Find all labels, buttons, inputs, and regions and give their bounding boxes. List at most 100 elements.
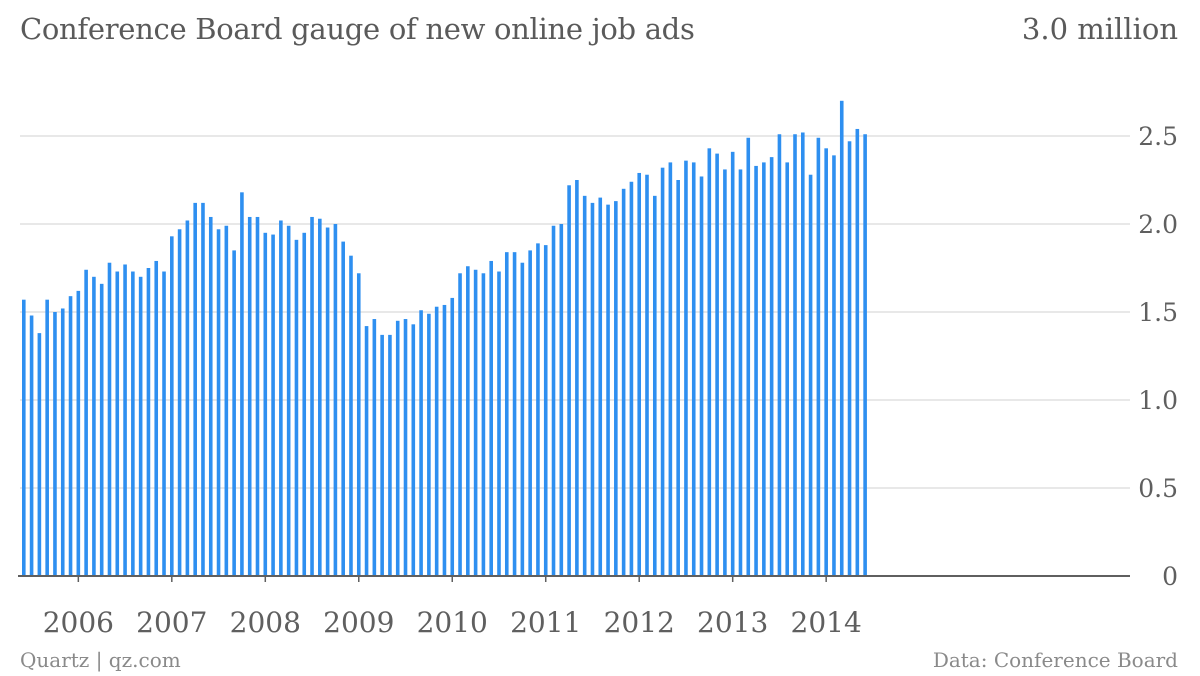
bar (201, 202, 205, 576)
bar (107, 262, 112, 576)
bar (606, 204, 610, 576)
bar (380, 334, 384, 576)
bar (816, 137, 821, 576)
bar (723, 169, 727, 576)
bar (193, 202, 197, 576)
bar (286, 225, 291, 576)
bar (294, 239, 299, 576)
bar (637, 172, 642, 576)
bar (99, 283, 104, 576)
bar-series (22, 100, 867, 577)
bar (22, 299, 26, 576)
bar (754, 165, 758, 577)
bar (458, 273, 462, 576)
bar (652, 195, 657, 576)
bar (473, 269, 478, 576)
bar (793, 134, 797, 577)
bar (310, 216, 314, 576)
bar (45, 299, 49, 576)
bar (37, 333, 42, 576)
bar (349, 255, 353, 576)
bar (777, 134, 782, 577)
x-axis-tick-labels: 2006 2007 2008 2009 2010 2011 2012 2013 2014 (43, 576, 862, 639)
bar (481, 273, 486, 576)
bar (738, 169, 743, 576)
y-axis-tick-labels: 0 0.5 1.0 1.5 2.0 2.5 (1138, 122, 1178, 591)
bar (76, 290, 81, 576)
bar (279, 220, 283, 577)
bar (489, 260, 493, 576)
bar (170, 236, 174, 576)
x-tick-label: 2007 (136, 606, 207, 639)
credit-text: Quartz | qz.com (20, 648, 181, 672)
bar (177, 229, 182, 576)
x-tick-label: 2008 (230, 606, 301, 639)
bar (676, 180, 680, 576)
bar (419, 310, 423, 576)
bar (528, 250, 532, 576)
x-tick-label: 2011 (510, 606, 581, 639)
y-tick-label: 0 (1162, 562, 1178, 591)
y-tick-label: 2.5 (1138, 122, 1178, 151)
bar (318, 218, 322, 576)
bar (824, 148, 828, 576)
bar (614, 201, 618, 576)
gridlines (20, 135, 1130, 489)
bar (255, 216, 260, 576)
bar (567, 185, 571, 576)
bar (247, 216, 252, 576)
bar (442, 304, 447, 576)
bar (668, 162, 673, 576)
bar (29, 315, 34, 576)
bar (154, 260, 159, 576)
bar (427, 313, 431, 576)
bar (598, 197, 603, 576)
x-tick-label: 2006 (43, 606, 114, 639)
bar (590, 202, 595, 576)
chart-title: Conference Board gauge of new online job… (20, 12, 695, 46)
bar (450, 297, 455, 576)
bar (185, 220, 190, 577)
unit-label: 3.0 million (1021, 12, 1178, 46)
bar (536, 243, 540, 577)
bar (92, 276, 96, 576)
bar (559, 224, 564, 576)
bar (162, 271, 166, 576)
bar (466, 266, 470, 576)
bar (575, 180, 579, 576)
bar (263, 232, 268, 577)
bar (333, 224, 338, 576)
bar (302, 232, 307, 577)
bar (84, 269, 88, 576)
bar (746, 137, 751, 576)
bar (551, 225, 556, 576)
y-tick-label: 1.0 (1138, 386, 1178, 415)
bar (208, 216, 213, 576)
y-tick-label: 0.5 (1138, 474, 1178, 503)
bar (403, 319, 408, 576)
source-text: Data: Conference Board (932, 648, 1178, 672)
bar (512, 252, 517, 576)
bar (691, 162, 696, 576)
y-tick-label: 1.5 (1138, 298, 1178, 327)
bar (240, 192, 244, 576)
bar (224, 225, 229, 576)
bar (146, 268, 151, 576)
bar (411, 324, 416, 576)
bar (138, 276, 143, 576)
bar (785, 162, 790, 576)
bar (216, 229, 221, 576)
x-tick-label: 2013 (697, 606, 768, 639)
bar (520, 262, 525, 576)
bar (60, 308, 65, 576)
bar (271, 234, 275, 576)
bar (115, 271, 120, 576)
bar (699, 176, 704, 577)
bar (497, 271, 501, 576)
x-tick-label: 2014 (791, 606, 862, 639)
bar (684, 160, 688, 576)
bar (730, 151, 735, 576)
bar (839, 100, 844, 577)
bar (372, 319, 377, 576)
